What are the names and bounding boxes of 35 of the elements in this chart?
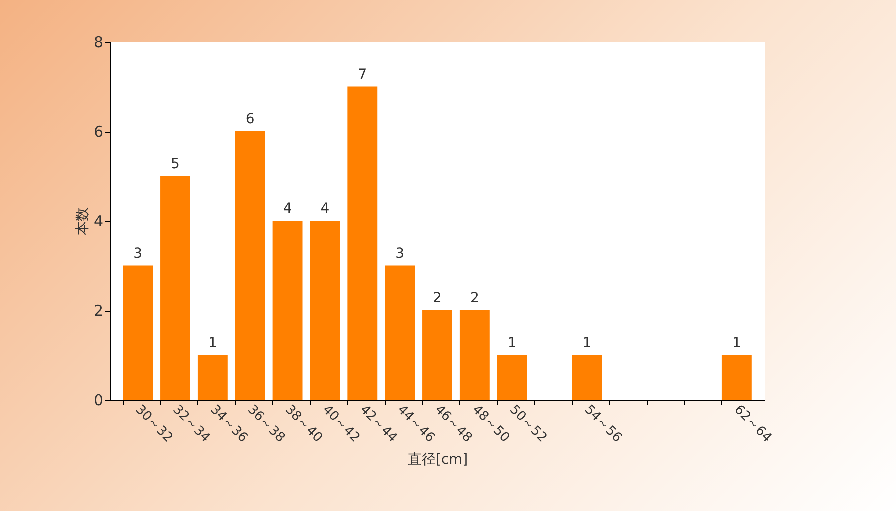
data-label: 1 bbox=[582, 335, 592, 352]
y-tick-label: 8 bbox=[94, 34, 104, 52]
x-axis-title: 直径[cm] bbox=[408, 452, 468, 468]
data-label: 1 bbox=[508, 335, 517, 352]
data-label: 1 bbox=[732, 335, 742, 352]
bar bbox=[198, 355, 228, 400]
bar bbox=[123, 266, 154, 400]
data-label: 2 bbox=[470, 290, 480, 306]
bar bbox=[497, 355, 528, 400]
bar bbox=[385, 266, 416, 400]
data-label: 1 bbox=[208, 335, 218, 352]
data-label: 2 bbox=[433, 290, 442, 306]
y-tick-label: 0 bbox=[94, 392, 104, 410]
y-axis-title: 本数 bbox=[74, 208, 91, 236]
data-label: 7 bbox=[358, 66, 368, 83]
x-tick-label: 62～64 bbox=[731, 402, 774, 446]
bar bbox=[235, 132, 266, 400]
data-label: 4 bbox=[320, 201, 330, 217]
bar bbox=[422, 310, 452, 400]
bar bbox=[348, 86, 378, 400]
bar bbox=[310, 221, 340, 400]
y-tick-label: 4 bbox=[94, 212, 104, 230]
bar bbox=[272, 221, 303, 400]
x-tick-label: 54～56 bbox=[582, 402, 625, 446]
bar bbox=[572, 355, 602, 400]
bar bbox=[722, 355, 752, 400]
data-label: 3 bbox=[396, 246, 405, 262]
data-label: 3 bbox=[134, 246, 143, 262]
data-label: 5 bbox=[171, 156, 180, 172]
bar bbox=[160, 176, 190, 400]
y-tick-label: 6 bbox=[94, 123, 104, 141]
data-label: 4 bbox=[283, 201, 292, 217]
data-label: 6 bbox=[246, 112, 255, 128]
bar bbox=[460, 310, 490, 400]
y-tick-label: 2 bbox=[94, 302, 104, 320]
